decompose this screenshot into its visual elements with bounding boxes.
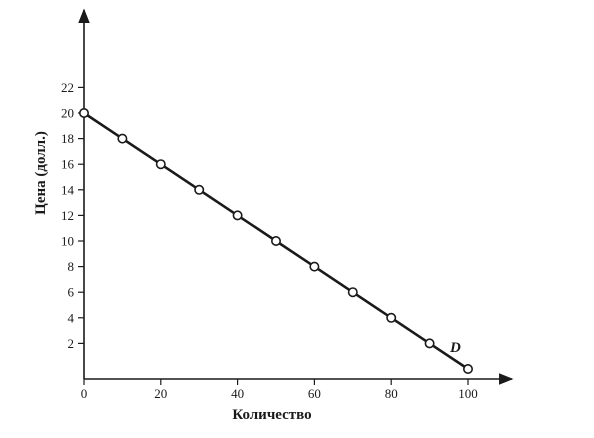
data-point [270,236,281,247]
x-tick-label: 60 [308,386,321,401]
data-point [386,312,397,323]
data-point [79,108,90,119]
y-tick-label: 8 [68,259,75,274]
x-tick-label: 80 [385,386,398,401]
data-point [232,210,243,221]
data-point [117,133,128,144]
x-tick-label: 100 [458,386,478,401]
y-tick-label: 10 [61,234,74,249]
data-point [155,159,166,170]
y-tick-label: 14 [61,182,75,197]
y-axis-title: Цена (долл.) [33,131,49,215]
data-point [309,261,320,272]
data-point [194,184,205,195]
series [79,108,473,374]
axes [78,8,514,385]
y-tick-label: 18 [61,131,74,146]
y-tick-label: 4 [68,310,75,325]
y-tick-label: 2 [68,336,75,351]
y-tick-label: 12 [61,208,74,223]
data-point [462,363,473,374]
x-axis-title: Количество [232,407,311,423]
series-label-d: D [449,340,461,356]
ticks: 2 4 6 8 10 12 14 16 18 20 22 0 20 40 60 80 100 [61,80,478,401]
y-tick-label: 20 [61,106,74,121]
data-point [347,287,358,298]
x-tick-label: 0 [81,386,88,401]
y-tick-label: 16 [61,157,75,172]
y-tick-label: 6 [68,285,75,300]
x-tick-label: 40 [231,386,244,401]
x-tick-label: 20 [154,386,167,401]
data-point [424,338,435,349]
y-tick-label: 22 [61,80,74,95]
